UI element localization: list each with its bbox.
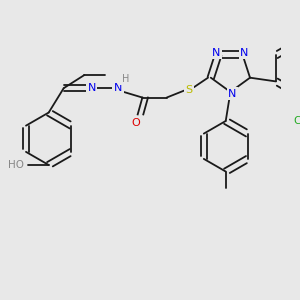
Text: O: O (131, 118, 140, 128)
Text: N: N (240, 48, 249, 58)
Text: N: N (88, 83, 96, 93)
Text: Cl: Cl (293, 116, 300, 126)
Text: H: H (122, 74, 129, 84)
Text: N: N (114, 83, 122, 93)
Text: HO: HO (8, 160, 24, 170)
Text: N: N (212, 48, 220, 58)
Text: N: N (228, 89, 236, 99)
Text: S: S (186, 85, 193, 95)
